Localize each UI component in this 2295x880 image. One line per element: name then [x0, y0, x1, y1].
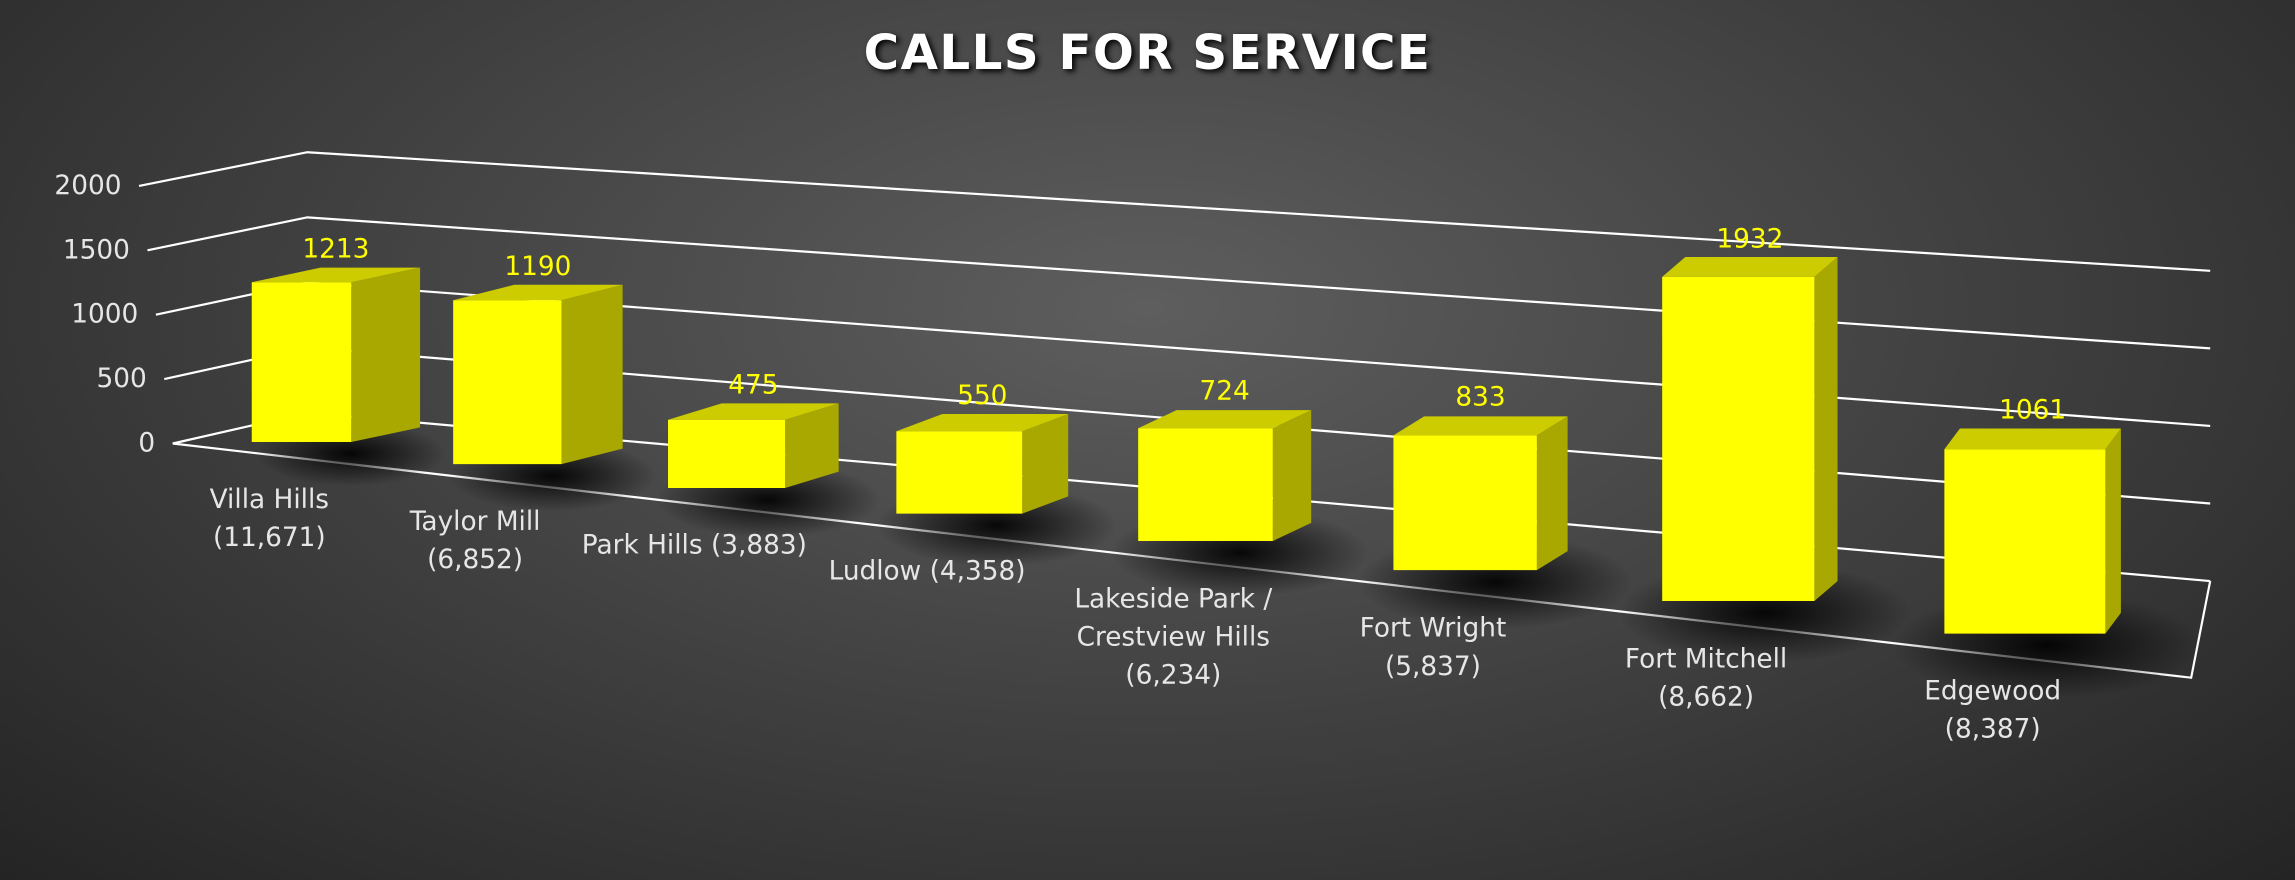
value-label: 724 — [1199, 376, 1250, 408]
bar-top — [251, 267, 421, 283]
bar-side — [1022, 413, 1069, 514]
bar — [1944, 428, 2121, 634]
chart-title: CALLS FOR SERVICE — [863, 23, 1432, 81]
bar — [1138, 410, 1312, 541]
bar-top — [1393, 416, 1568, 436]
bar-side — [1814, 257, 1838, 601]
bar-side — [561, 284, 623, 465]
x-tick-label: Fort Wright (5,837) — [1359, 612, 1507, 682]
value-label: 475 — [728, 369, 779, 401]
value-label: 1190 — [504, 251, 572, 282]
bar-front — [1662, 276, 1815, 601]
bar-top — [1138, 410, 1312, 429]
bar — [1662, 257, 1838, 601]
bar-front — [1138, 428, 1273, 541]
value-label: 833 — [1455, 382, 1506, 414]
bar-front — [1944, 449, 2106, 634]
bar-top — [1944, 428, 2121, 450]
bar — [453, 284, 623, 465]
y-tick-label: 1000 — [71, 299, 139, 331]
bar-top — [1662, 257, 1838, 277]
bar — [896, 413, 1069, 514]
x-tick-label: Villa Hills (11,671) — [209, 484, 330, 554]
grid-line — [147, 216, 2211, 350]
value-label: 1061 — [1999, 394, 2067, 426]
bar-side — [1536, 416, 1568, 571]
bar-front — [896, 431, 1023, 514]
bar — [1393, 416, 1568, 571]
bar-top — [896, 413, 1069, 432]
bar-front — [668, 419, 786, 488]
x-tick-label: Taylor Mill (6,852) — [409, 506, 541, 576]
x-tick-label: Fort Mitchell (8,662) — [1624, 643, 1788, 713]
bar-side — [351, 267, 421, 443]
bar-front — [453, 300, 562, 465]
bar-top — [453, 284, 623, 301]
x-tick-label: Ludlow (4,358) — [828, 556, 1026, 587]
bar — [668, 403, 839, 488]
bar-side — [1272, 410, 1312, 541]
bar-side — [785, 403, 839, 488]
y-tick-label: 0 — [138, 428, 156, 459]
value-label: 550 — [957, 380, 1008, 412]
value-label: 1932 — [1716, 223, 1784, 255]
bar-front — [251, 282, 352, 443]
bar-front — [1393, 435, 1537, 571]
x-tick-label: Park Hills (3,883) — [581, 530, 807, 562]
y-tick-label: 2000 — [54, 170, 122, 202]
y-tick-label: 500 — [96, 363, 147, 395]
bar-top — [668, 403, 839, 420]
y-tick-label: 1500 — [62, 234, 130, 266]
bar — [251, 267, 421, 443]
bar-side — [2105, 428, 2121, 634]
x-tick-label: Lakeside Park / Crestview Hills (6,234) — [1074, 583, 1273, 691]
value-label: 1213 — [302, 233, 370, 265]
x-tick-label: Edgewood (8,387) — [1924, 676, 2062, 745]
grid-line — [138, 151, 2211, 272]
